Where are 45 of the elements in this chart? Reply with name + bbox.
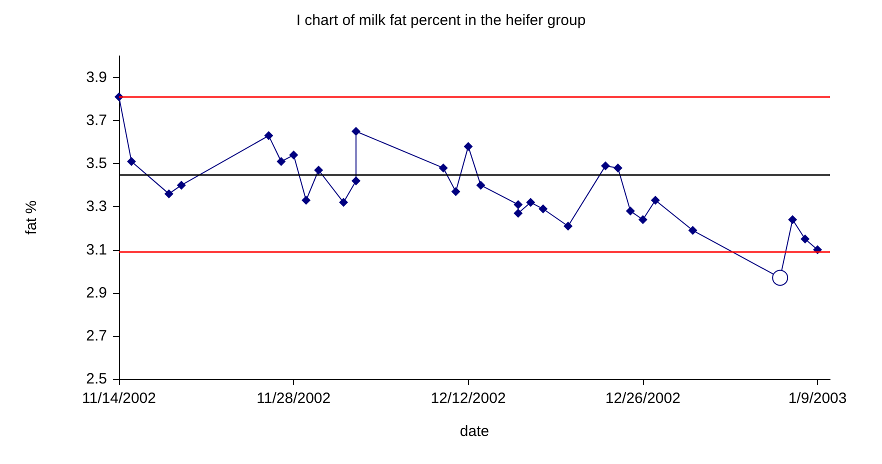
point [526,198,536,207]
point [613,163,622,172]
y-tick-label: 3.3 [86,198,107,216]
x-tick-label: 12/12/2002 [430,390,506,407]
y-tick-label: 2.5 [86,370,107,388]
point [164,189,174,198]
y-axis-title: fat % [23,200,40,235]
point [476,180,486,190]
x-tick-label: 12/26/2002 [605,390,680,407]
y-tick-label: 3.7 [86,112,107,130]
point [538,204,548,214]
point [126,157,136,166]
point [514,208,523,218]
point [289,150,298,160]
point [650,196,660,205]
x-axis-title: date [460,423,490,440]
point [438,163,448,172]
point [339,198,348,207]
y-tick-label: 3.5 [86,155,107,172]
point [451,187,460,196]
y-tick-label: 2.7 [86,327,107,344]
point [564,222,573,231]
point [352,126,360,136]
chart-title: I chart of milk fat percent in the heifer group [296,12,586,29]
y-tick-label: 3.1 [86,241,107,258]
point [276,157,286,166]
x-tick-label: 11/28/2002 [256,390,331,407]
point [464,142,473,151]
y-tick-label: 2.9 [86,284,107,302]
point [772,270,788,286]
point [788,215,798,224]
point [600,161,610,170]
point [638,215,648,224]
point [626,206,635,216]
point [176,180,186,190]
x-tick-label: 11/14/2002 [82,390,156,407]
x-tick-label: 1/9/2003 [788,390,847,407]
point [264,131,274,140]
point [800,234,810,244]
point [314,166,324,175]
point [514,200,523,210]
y-tick-label: 3.9 [86,69,107,86]
point [302,196,311,205]
point [688,226,698,235]
point [352,176,360,186]
